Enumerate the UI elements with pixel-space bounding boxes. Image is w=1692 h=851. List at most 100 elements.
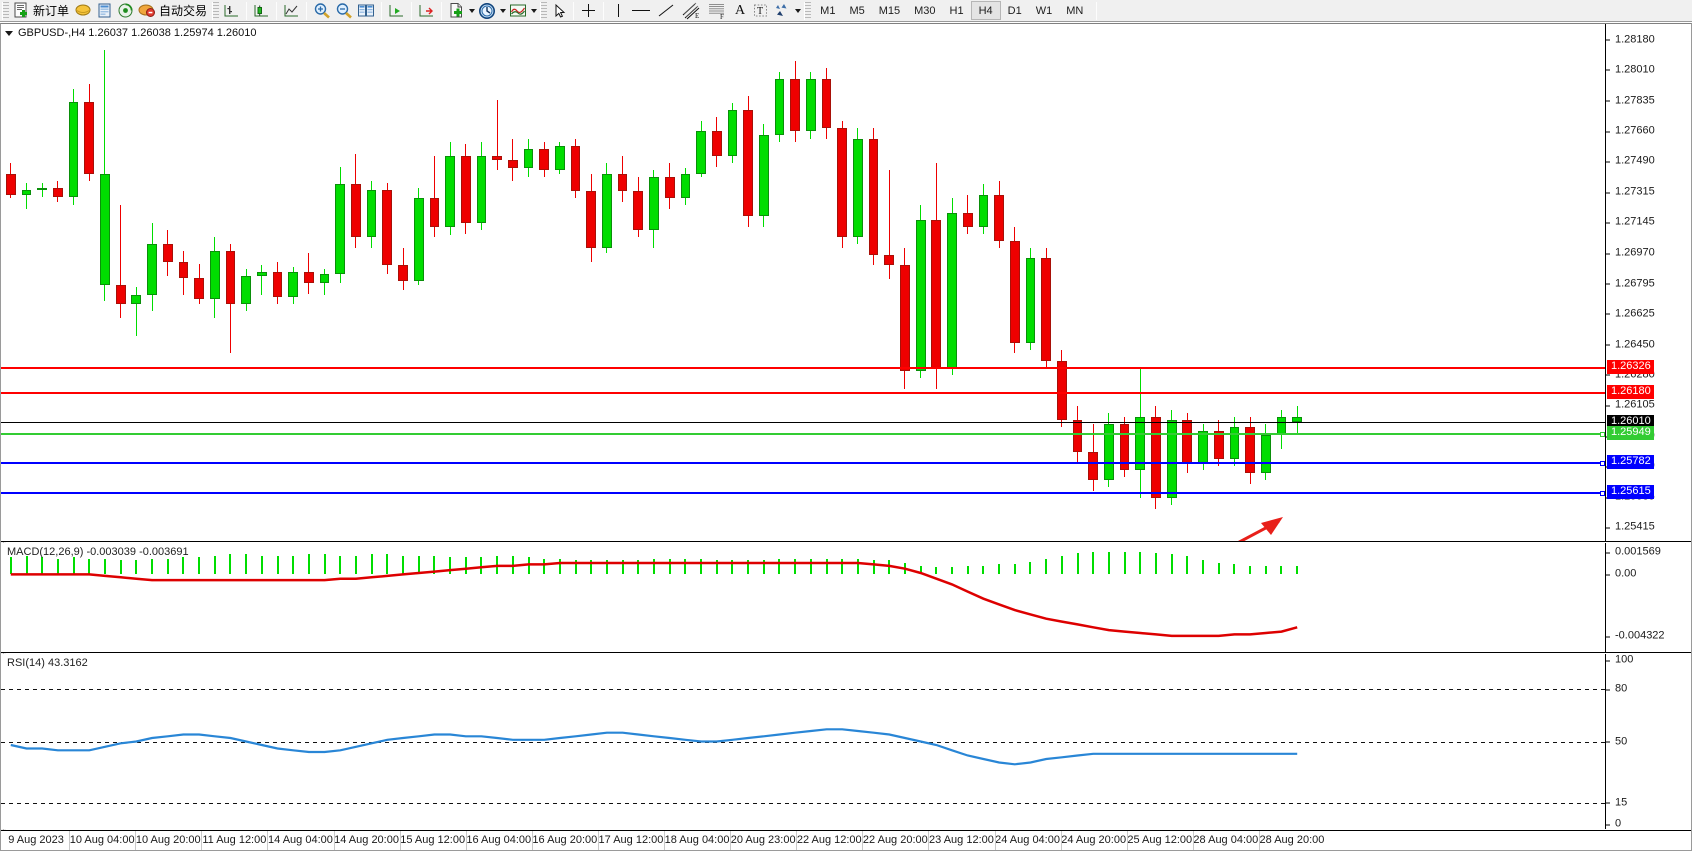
toolbar-grip[interactable]	[2, 1, 9, 20]
zoom-in-icon[interactable]	[311, 1, 333, 21]
price-tick: 1.27315	[1606, 186, 1691, 198]
auto-trading-label[interactable]: 自动交易	[159, 4, 208, 18]
data-window-icon[interactable]	[94, 1, 115, 21]
time-tick: 10 Aug 20:00	[135, 834, 201, 846]
rsi-tick: 80	[1606, 683, 1691, 695]
timeframe-h4[interactable]: H4	[970, 1, 1001, 20]
zoom-out-icon[interactable]	[333, 1, 355, 21]
text-tool-icon[interactable]: A	[735, 2, 746, 18]
time-separator	[267, 831, 269, 850]
line-handle[interactable]	[1600, 461, 1605, 467]
rsi-pane[interactable]: RSI(14) 43.3162 100 80 50 15 0	[1, 654, 1691, 829]
support-lower-blue[interactable]	[1, 490, 1605, 496]
horizontal-line-icon[interactable]	[628, 1, 654, 21]
indicators-dropdown-caret[interactable]	[529, 1, 538, 21]
resistance-upper[interactable]	[1, 366, 1605, 369]
rsi-axis[interactable]: 100 80 50 15 0	[1605, 654, 1691, 829]
macd-histogram-bar	[56, 558, 59, 575]
time-separator	[664, 831, 665, 850]
objects-icon[interactable]	[771, 1, 793, 21]
macd-pane[interactable]: MACD(12,26,9) -0.003039 -0.003691 0.0015…	[1, 543, 1691, 653]
fibonacci-icon[interactable]: F	[704, 1, 730, 21]
red-trend-arrow[interactable]	[1191, 509, 1301, 541]
chart-shift-icon[interactable]	[386, 1, 407, 21]
timeframe-m30[interactable]: M30	[914, 4, 936, 17]
vertical-line-icon[interactable]	[608, 1, 628, 21]
timeframe-m1[interactable]: M1	[820, 4, 836, 17]
price-pane[interactable]: GBPUSD-,H4 1.26037 1.26038 1.25974 1.260…	[1, 24, 1691, 542]
macd-histogram-bar	[386, 554, 389, 575]
price-tick: 1.27660	[1606, 125, 1691, 137]
objects-dropdown-caret[interactable]	[793, 1, 802, 21]
line-handle[interactable]	[1600, 490, 1605, 496]
support-green[interactable]	[1, 431, 1605, 437]
price-tick: 1.27835	[1606, 95, 1691, 106]
candle	[1119, 416, 1130, 477]
support-upper-blue[interactable]	[1, 461, 1605, 467]
rsi-tick: 50	[1606, 736, 1691, 747]
candle	[429, 156, 440, 238]
rsi-plot-area[interactable]: RSI(14) 43.3162	[1, 654, 1605, 829]
candle	[1229, 416, 1240, 467]
candle	[256, 265, 267, 296]
timeframe-w1[interactable]: W1	[1035, 4, 1053, 17]
chart-menu-triangle-icon[interactable]	[5, 30, 13, 36]
macd-plot-area[interactable]: MACD(12,26,9) -0.003039 -0.003691	[1, 543, 1605, 652]
bid-price-line[interactable]	[1, 422, 1605, 424]
timeframe-mn[interactable]: MN	[1066, 4, 1084, 17]
market-watch-icon[interactable]	[72, 1, 94, 21]
auto-trading-icon[interactable]	[136, 1, 158, 21]
bar-chart-icon[interactable]	[221, 1, 242, 21]
time-separator	[1192, 831, 1194, 850]
candle	[1135, 367, 1146, 498]
trendline-icon[interactable]	[654, 1, 678, 21]
templates-dropdown-caret[interactable]	[467, 1, 476, 21]
resistance-lower[interactable]	[1, 392, 1605, 395]
candlestick-chart-icon[interactable]	[251, 1, 272, 21]
toolbar-grip-4[interactable]	[804, 1, 812, 20]
timeframe-m15[interactable]: M15	[878, 4, 901, 17]
candle	[602, 163, 612, 254]
chart-tile-icon[interactable]	[355, 1, 377, 21]
candle	[633, 177, 644, 238]
time-axis[interactable]: 9 Aug 2023 10 Aug 04:00 10 Aug 20:00 11 Aug…	[1, 830, 1691, 850]
new-order-label[interactable]: 新订单	[33, 4, 70, 18]
macd-histogram-bar	[213, 555, 216, 575]
candle	[366, 180, 377, 248]
navigator-icon[interactable]	[115, 1, 136, 21]
period-dropdown-caret[interactable]	[498, 1, 507, 21]
toolbar-grip-2[interactable]	[212, 1, 220, 20]
support-green-chip: 1.25949	[1607, 425, 1654, 440]
price-tick: 1.28180	[1606, 34, 1691, 45]
indicators-icon[interactable]	[507, 1, 529, 21]
candle	[931, 163, 942, 389]
timeframe-m5[interactable]: M5	[849, 4, 865, 17]
period-icon[interactable]	[476, 1, 498, 21]
candle	[37, 182, 48, 197]
line-handle[interactable]	[1600, 431, 1605, 437]
candle	[570, 138, 581, 199]
equidistant-channel-icon[interactable]: E	[678, 1, 704, 21]
price-tick: 1.25415	[1606, 521, 1691, 533]
macd-histogram-bar	[464, 557, 467, 575]
price-plot-area[interactable]: GBPUSD-,H4 1.26037 1.26038 1.25974 1.260…	[1, 24, 1605, 541]
auto-scroll-icon[interactable]	[416, 1, 437, 21]
toolbar-grip-3[interactable]	[540, 1, 548, 20]
templates-icon[interactable]	[446, 1, 467, 21]
text-label-icon[interactable]: T	[750, 1, 771, 21]
price-axis[interactable]: 1.28180 1.28010 1.27835 1.27660 1.27490 1.273…	[1605, 24, 1691, 541]
macd-histogram-bar	[166, 558, 169, 575]
macd-tick: 0.00	[1606, 568, 1691, 580]
resistance-upper-chip: 1.26326	[1607, 359, 1654, 374]
crosshair-icon[interactable]	[578, 1, 599, 21]
candle	[398, 247, 408, 291]
macd-axis[interactable]: 0.001569 0.00 -0.004322	[1605, 543, 1691, 652]
macd-histogram-bar	[198, 557, 201, 575]
cursor-icon[interactable]	[549, 1, 569, 21]
price-tick: 1.26795	[1606, 278, 1691, 289]
timeframe-d1[interactable]: D1	[1007, 4, 1022, 17]
timeframe-h1[interactable]: H1	[949, 4, 964, 17]
line-chart-icon[interactable]	[281, 1, 302, 21]
new-order-icon[interactable]	[11, 1, 32, 21]
time-tick: 22 Aug 12:00	[796, 834, 862, 846]
